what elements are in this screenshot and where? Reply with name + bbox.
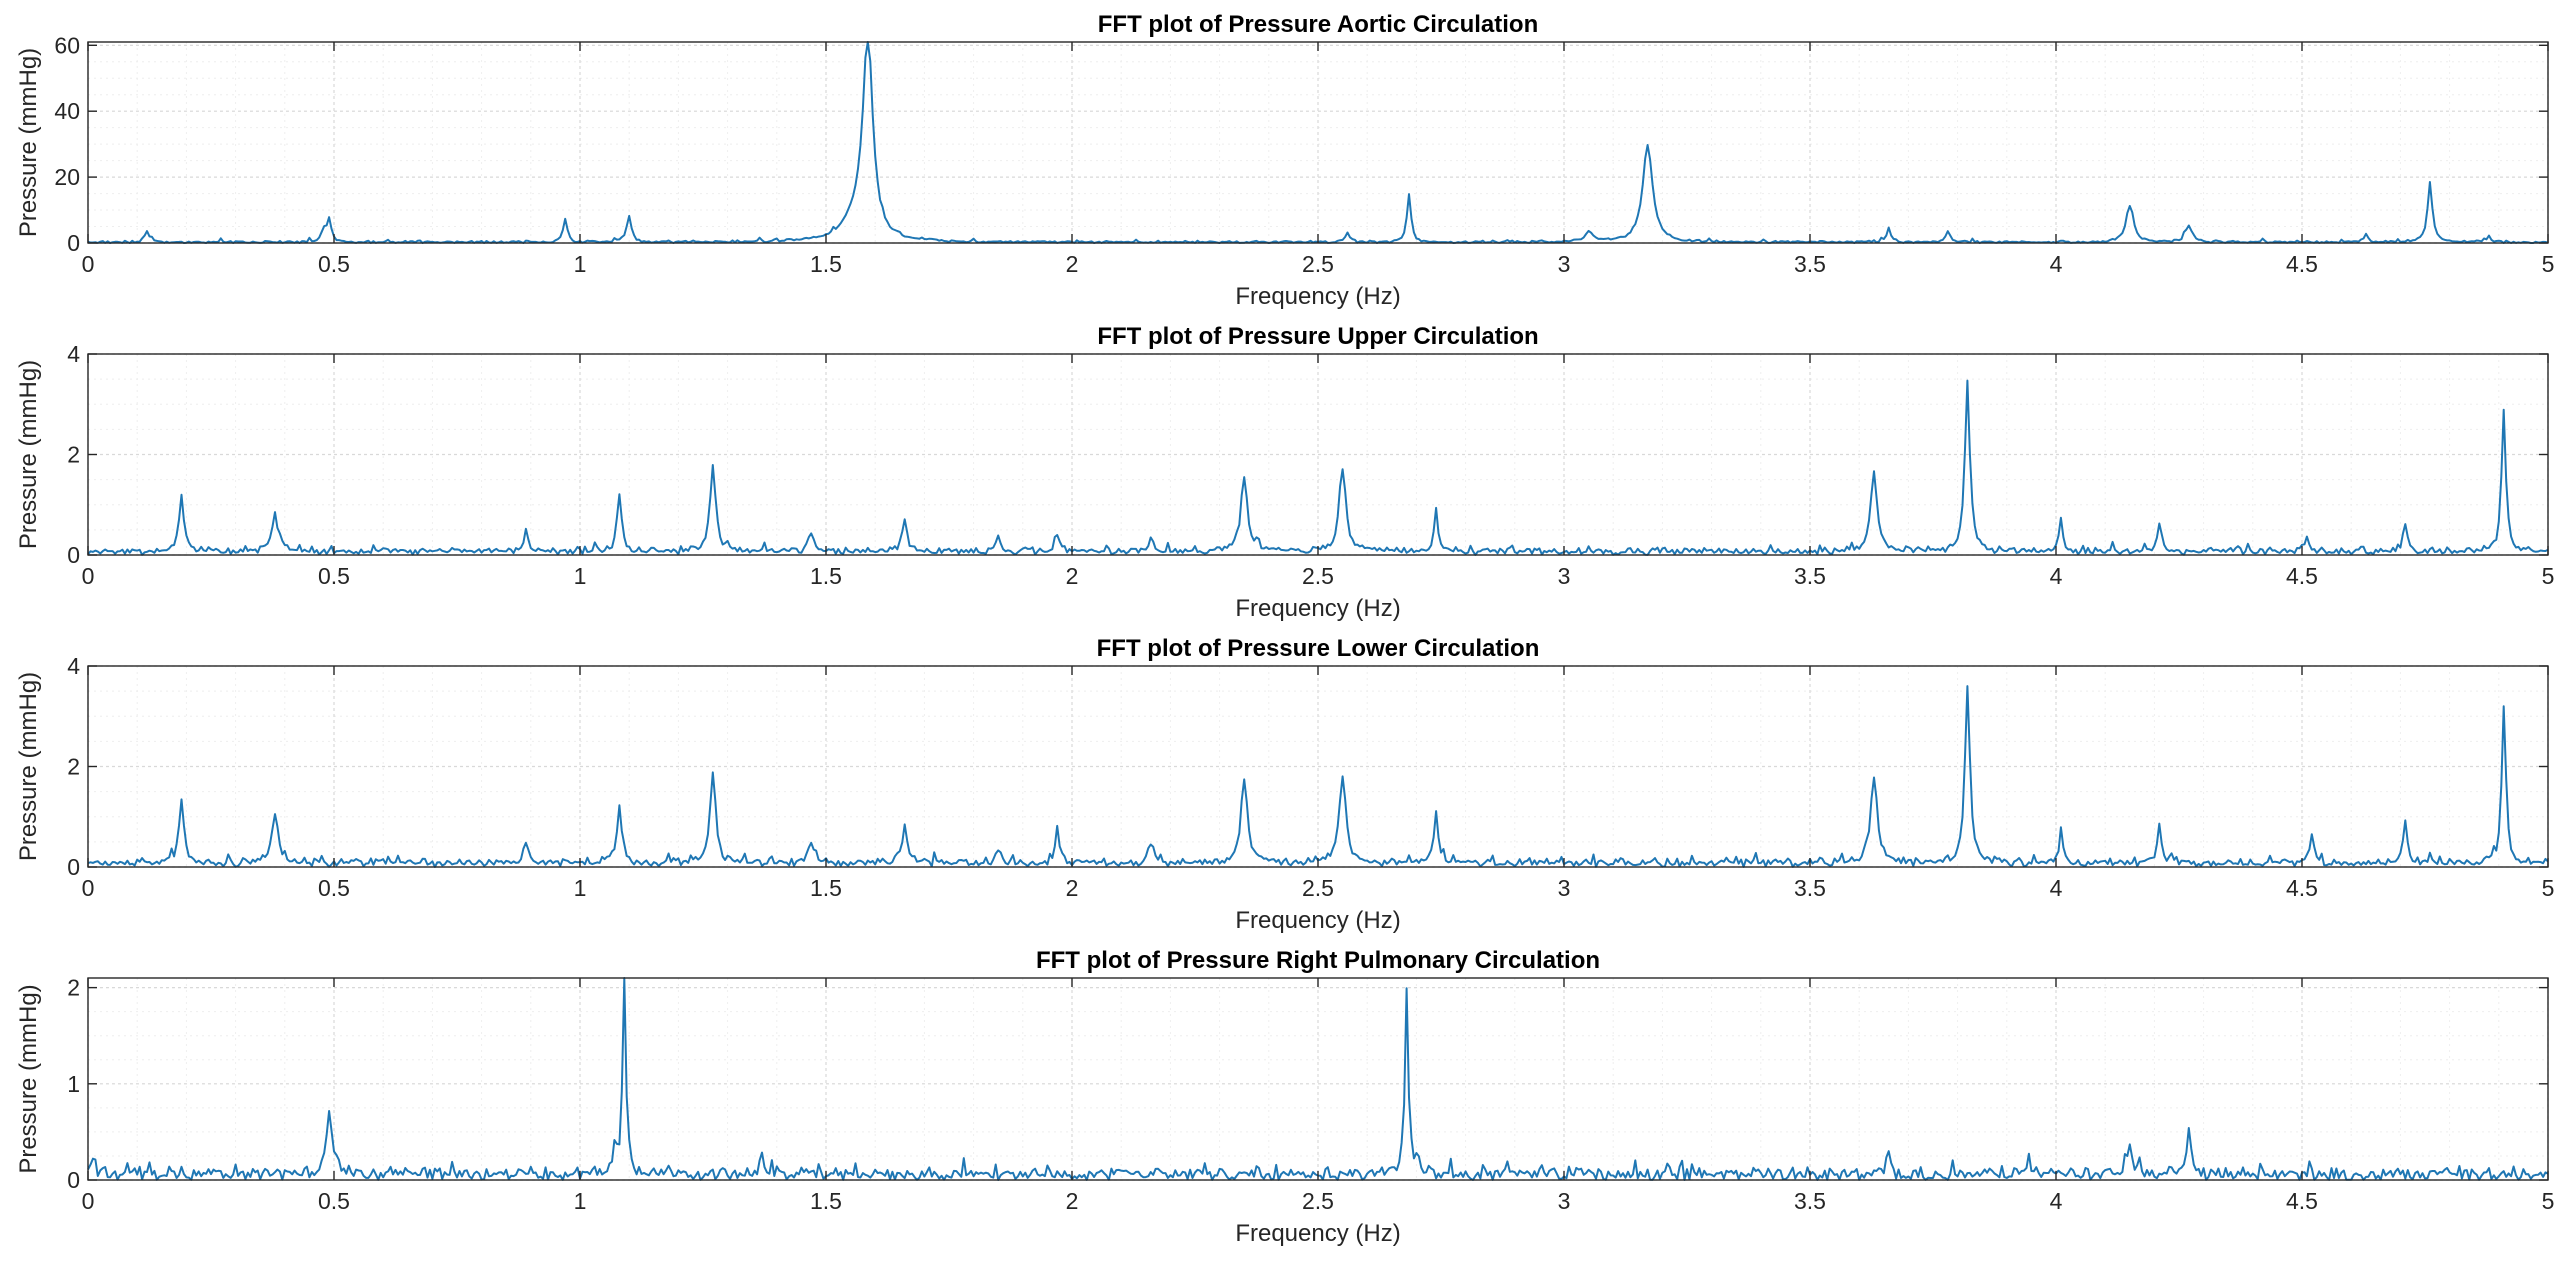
x-tick-label: 3.5 [1794, 1188, 1826, 1214]
x-axis-label: Frequency (Hz) [1235, 283, 1400, 310]
y-axis-label: Pressure (mmHg) [15, 48, 42, 237]
x-tick-label: 0.5 [318, 875, 350, 901]
x-tick-label: 3.5 [1794, 563, 1826, 589]
y-tick-label: 60 [54, 32, 80, 58]
y-tick-label: 20 [54, 164, 80, 190]
x-tick-label: 2.5 [1302, 251, 1334, 277]
y-tick-label: 4 [67, 653, 80, 679]
x-tick-label: 2 [1066, 251, 1079, 277]
x-tick-label: 4.5 [2286, 1188, 2318, 1214]
x-tick-label: 4 [2050, 875, 2063, 901]
x-tick-label: 0 [82, 875, 95, 901]
x-tick-label: 3 [1558, 563, 1571, 589]
x-tick-label: 4.5 [2286, 875, 2318, 901]
subplot-4: 0 0.5 1 1.5 2 2.5 3 3.5 4 4.5 5 0 1 2 FFT plot of Pres… [15, 947, 2554, 1247]
chart-title: FFT plot of Pressure Lower Circulation [1097, 635, 1540, 662]
y-tick-label: 1 [67, 1071, 80, 1097]
x-tick-label: 3 [1558, 875, 1571, 901]
x-tick-label: 4 [2050, 251, 2063, 277]
x-tick-label: 1 [574, 875, 587, 901]
y-axis-label: Pressure (mmHg) [15, 984, 42, 1173]
x-tick-label: 1.5 [810, 251, 842, 277]
x-tick-label: 0.5 [318, 251, 350, 277]
x-tick-label: 2.5 [1302, 875, 1334, 901]
y-tick-label: 4 [67, 341, 80, 367]
x-tick-label: 1.5 [810, 563, 842, 589]
y-tick-label: 2 [67, 975, 80, 1001]
x-tick-label: 1.5 [810, 875, 842, 901]
y-tick-label: 0 [67, 854, 80, 880]
subplot-1: 0 0.5 1 1.5 2 2.5 3 3.5 4 4.5 5 0 20 40 60 FFT plot of … [15, 11, 2554, 310]
x-axis-label: Frequency (Hz) [1235, 1220, 1400, 1247]
x-axis-label: Frequency (Hz) [1235, 595, 1400, 622]
x-tick-label: 5 [2542, 251, 2555, 277]
y-tick-label: 0 [67, 230, 80, 256]
x-tick-label: 5 [2542, 563, 2555, 589]
x-tick-label: 4.5 [2286, 251, 2318, 277]
x-tick-label: 2 [1066, 563, 1079, 589]
x-tick-label: 2 [1066, 1188, 1079, 1214]
x-tick-label: 1 [574, 251, 587, 277]
x-tick-label: 2 [1066, 875, 1079, 901]
x-tick-label: 0 [82, 251, 95, 277]
x-tick-label: 2.5 [1302, 563, 1334, 589]
x-tick-label: 3.5 [1794, 875, 1826, 901]
x-tick-label: 5 [2542, 875, 2555, 901]
y-tick-label: 0 [67, 542, 80, 568]
subplot-2: 0 0.5 1 1.5 2 2.5 3 3.5 4 4.5 5 0 2 4 FFT plot of Pres… [15, 323, 2554, 622]
x-tick-label: 1.5 [810, 1188, 842, 1214]
chart-title: FFT plot of Pressure Right Pulmonary Cir… [1036, 947, 1600, 974]
x-tick-label: 3 [1558, 251, 1571, 277]
y-tick-label: 0 [67, 1167, 80, 1193]
x-axis-label: Frequency (Hz) [1235, 907, 1400, 934]
x-tick-label: 0 [82, 1188, 95, 1214]
x-tick-label: 3.5 [1794, 251, 1826, 277]
x-tick-label: 4 [2050, 1188, 2063, 1214]
x-tick-label: 1 [574, 563, 587, 589]
x-tick-label: 1 [574, 1188, 587, 1214]
x-tick-label: 5 [2542, 1188, 2555, 1214]
x-tick-label: 3 [1558, 1188, 1571, 1214]
y-axis-label: Pressure (mmHg) [15, 672, 42, 861]
y-tick-label: 2 [67, 442, 80, 468]
x-tick-label: 4 [2050, 563, 2063, 589]
x-tick-label: 0.5 [318, 1188, 350, 1214]
chart-title: FFT plot of Pressure Upper Circulation [1097, 323, 1538, 350]
y-axis-label: Pressure (mmHg) [15, 360, 42, 549]
subplot-3: 0 0.5 1 1.5 2 2.5 3 3.5 4 4.5 5 0 2 4 FFT plot of Pres… [15, 635, 2554, 934]
chart-title: FFT plot of Pressure Aortic Circulation [1098, 11, 1538, 38]
x-tick-label: 0.5 [318, 563, 350, 589]
x-tick-label: 0 [82, 563, 95, 589]
y-tick-label: 40 [54, 98, 80, 124]
y-tick-label: 2 [67, 754, 80, 780]
x-tick-label: 2.5 [1302, 1188, 1334, 1214]
x-tick-label: 4.5 [2286, 563, 2318, 589]
